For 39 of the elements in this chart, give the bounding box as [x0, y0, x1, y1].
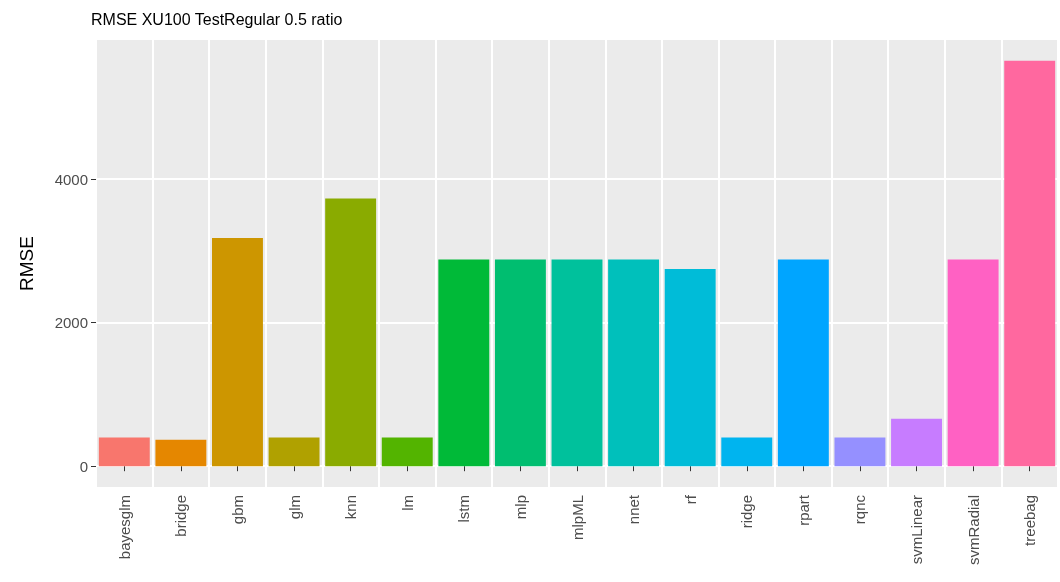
bar: [947, 259, 999, 467]
x-tick-label: ridge: [738, 495, 756, 529]
bar: [438, 259, 490, 467]
x-tick-label: lm: [398, 495, 416, 511]
x-tick-label: treebag: [1021, 495, 1039, 546]
bar: [212, 238, 263, 467]
x-tick-label: bridge: [172, 495, 190, 537]
bar: [381, 437, 433, 467]
bar: [834, 437, 886, 467]
chart-title: RMSE XU100 TestRegular 0.5 ratio: [91, 10, 343, 28]
bar: [325, 198, 377, 467]
bar: [268, 437, 320, 467]
x-tick-label: rqnc: [851, 494, 869, 525]
bar: [891, 418, 942, 467]
bar: [98, 437, 150, 467]
x-tick-label: bayesglm: [115, 495, 133, 560]
x-tick-label: knn: [342, 495, 360, 520]
bar: [721, 437, 773, 467]
bar: [155, 439, 207, 467]
x-tick-label: svmRadial: [964, 495, 982, 566]
x-tick-label: rpart: [794, 494, 812, 526]
y-tick-label: 2000: [54, 314, 88, 332]
x-tick-label: gbm: [228, 495, 246, 525]
y-tick-label: 4000: [54, 170, 88, 188]
x-tick-label: rf: [681, 494, 699, 505]
bar: [664, 268, 716, 467]
y-axis-title: RMSE: [16, 236, 37, 291]
bar: [777, 259, 829, 467]
x-tick-label: mlpML: [568, 495, 586, 541]
bar: [1004, 60, 1056, 467]
bar: [551, 259, 603, 467]
bar: [494, 259, 546, 467]
bar: [608, 259, 660, 467]
x-tick-label: svmLinear: [908, 495, 926, 565]
x-tick-label: glm: [285, 495, 303, 520]
y-tick-label: 0: [79, 457, 88, 475]
x-tick-label: nnet: [625, 494, 643, 525]
x-tick-label: mlp: [511, 495, 529, 520]
x-tick-label: lstm: [455, 495, 473, 523]
